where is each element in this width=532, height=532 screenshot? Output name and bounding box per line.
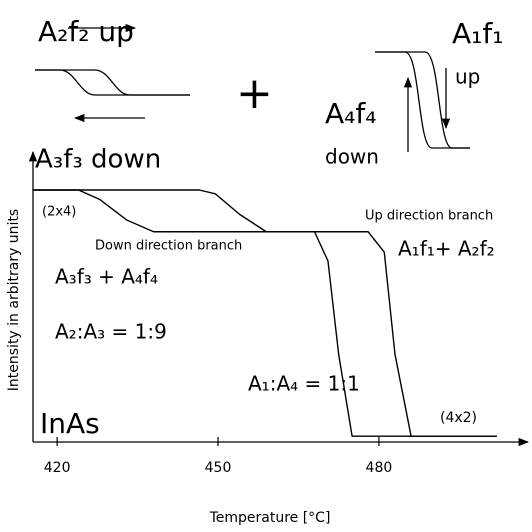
annotation: A₂f₂ up <box>38 15 134 48</box>
line <box>33 189 497 437</box>
annotation: A₁f₁ <box>452 17 503 50</box>
annotation: A₁f₁+ A₂f₂ <box>398 237 495 261</box>
annotation: up <box>455 65 480 89</box>
insets <box>28 23 530 447</box>
y-axis-label: Intensity in arbitrary units <box>6 209 22 391</box>
annotation: A₁:A₄ = 1:1 <box>248 372 360 396</box>
x-axis-label: Temperature [°C] <box>209 510 331 526</box>
annotation: A₂:A₃ = 1:9 <box>55 320 167 344</box>
annotation: A₃f₃ down <box>35 145 161 175</box>
x-tick-label: 420 <box>44 460 71 476</box>
loop <box>35 69 190 96</box>
series-label: Up direction branch <box>365 209 493 224</box>
loop <box>375 51 470 149</box>
loop <box>35 69 190 96</box>
x-tick-label: 480 <box>366 460 393 476</box>
series-label: Down direction branch <box>95 239 242 254</box>
annotation: (4x2) <box>440 410 477 426</box>
x-tick-label: 450 <box>205 460 232 476</box>
annotation: InAs <box>40 407 100 440</box>
annotation: + <box>236 68 273 119</box>
loop <box>375 51 470 149</box>
line <box>33 189 497 437</box>
annotation: A₃f₃ + A₄f₄ <box>55 265 158 289</box>
annotation: A₄f₄ <box>325 97 376 130</box>
annotation: down <box>325 145 379 169</box>
annotation: (2x4) <box>42 205 76 220</box>
